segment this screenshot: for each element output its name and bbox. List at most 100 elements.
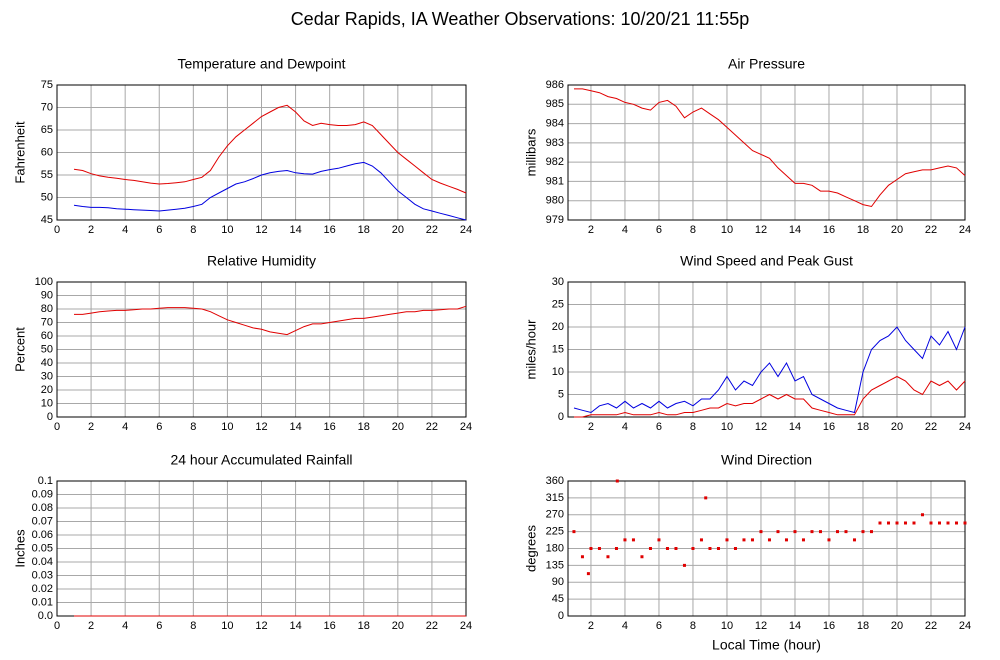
x-tick-label: 12 xyxy=(755,620,767,632)
x-tick-label: 18 xyxy=(857,224,869,236)
y-tick-label: 70 xyxy=(41,101,53,113)
x-tick-label: 18 xyxy=(857,620,869,632)
x-tick-label: 18 xyxy=(358,421,370,433)
x-tick-label: 16 xyxy=(324,224,336,236)
y-tick-label: 980 xyxy=(546,195,564,207)
x-tick-label: 6 xyxy=(156,224,162,236)
x-tick-label: 10 xyxy=(221,620,233,632)
y-tick-label: 50 xyxy=(41,343,53,355)
x-tick-label: 18 xyxy=(358,224,370,236)
plot-frame xyxy=(56,281,467,418)
x-tick-label: 12 xyxy=(755,421,767,433)
x-tick-label: 4 xyxy=(122,224,128,236)
point xyxy=(733,547,737,550)
x-tick-label: 24 xyxy=(460,224,472,236)
point xyxy=(793,530,797,534)
point xyxy=(912,521,916,525)
x-tick-label: 2 xyxy=(88,421,94,433)
point xyxy=(674,547,678,550)
x-tick-label: 2 xyxy=(88,224,94,236)
y-tick-label: 90 xyxy=(552,576,564,588)
y-tick-label: 100 xyxy=(35,276,53,288)
y-tick-label: 40 xyxy=(41,357,53,369)
x-tick-label: 2 xyxy=(88,620,94,632)
x-tick-label: 4 xyxy=(622,620,628,632)
x-tick-label: 8 xyxy=(690,620,696,632)
y-tick-label: 0.04 xyxy=(32,556,53,568)
x-tick-label: 14 xyxy=(289,224,301,236)
point xyxy=(810,530,814,534)
y-tick-label: 0.01 xyxy=(32,596,53,608)
plot-frame xyxy=(567,480,966,617)
point xyxy=(623,538,627,542)
point xyxy=(937,521,941,525)
point xyxy=(869,530,873,534)
y-tick-label: 10 xyxy=(41,397,53,409)
x-tick-label: 22 xyxy=(426,620,438,632)
y-tick-label: 90 xyxy=(41,289,53,301)
x-tick-label: 4 xyxy=(622,421,628,433)
y-tick-label: 60 xyxy=(41,146,53,158)
y-tick-label: 0.09 xyxy=(32,488,53,500)
x-tick-label: 0 xyxy=(54,224,60,236)
point xyxy=(844,530,848,534)
panel-title: Wind Speed and Peak Gust xyxy=(680,253,853,269)
x-tick-label: 18 xyxy=(857,421,869,433)
x-tick-label: 4 xyxy=(122,421,128,433)
y-axis-label: degrees xyxy=(523,525,538,572)
y-tick-label: 30 xyxy=(41,370,53,382)
page-title: Cedar Rapids, IA Weather Observations: 1… xyxy=(291,9,750,29)
x-tick-label: 14 xyxy=(789,224,801,236)
y-tick-label: 0 xyxy=(558,610,564,622)
point xyxy=(784,538,788,542)
point xyxy=(954,521,958,525)
x-tick-label: 14 xyxy=(289,620,301,632)
x-tick-label: 4 xyxy=(122,620,128,632)
y-tick-label: 20 xyxy=(552,321,564,333)
y-tick-label: 135 xyxy=(546,559,564,571)
x-tick-label: 20 xyxy=(392,224,404,236)
y-tick-label: 45 xyxy=(41,214,53,226)
point xyxy=(704,496,708,500)
panel-title: Relative Humidity xyxy=(207,253,316,269)
point xyxy=(963,521,967,525)
series-line xyxy=(73,161,467,221)
x-tick-label: 12 xyxy=(255,224,267,236)
y-tick-label: 30 xyxy=(552,276,564,288)
y-tick-label: 981 xyxy=(546,175,564,187)
point xyxy=(657,538,661,542)
x-tick-label: 16 xyxy=(823,421,835,433)
y-tick-label: 986 xyxy=(546,79,564,91)
x-tick-label: 12 xyxy=(255,421,267,433)
x-tick-label: 22 xyxy=(426,224,438,236)
x-tick-label: 8 xyxy=(690,224,696,236)
x-tick-label: 2 xyxy=(588,620,594,632)
point xyxy=(852,538,856,542)
point xyxy=(648,547,652,550)
x-tick-label: 6 xyxy=(656,620,662,632)
x-tick-label: 8 xyxy=(190,620,196,632)
point xyxy=(586,572,590,576)
x-tick-label: 2 xyxy=(588,421,594,433)
plot-frame xyxy=(56,84,467,221)
series-line xyxy=(573,326,966,414)
series-line xyxy=(574,375,966,418)
series-line xyxy=(574,88,966,208)
x-tick-label: 10 xyxy=(221,421,233,433)
x-tick-label: 20 xyxy=(891,421,903,433)
x-tick-label: 10 xyxy=(221,224,233,236)
plot-frame xyxy=(567,281,966,418)
y-tick-label: 0.02 xyxy=(32,583,53,595)
point xyxy=(801,538,805,542)
x-tick-label: 0 xyxy=(54,620,60,632)
x-tick-label: 22 xyxy=(426,421,438,433)
x-tick-label: 12 xyxy=(255,620,267,632)
x-tick-label: 24 xyxy=(959,620,971,632)
y-tick-label: 0 xyxy=(47,411,53,423)
y-tick-label: 25 xyxy=(552,298,564,310)
x-tick-label: 22 xyxy=(925,421,937,433)
x-tick-label: 14 xyxy=(289,421,301,433)
point xyxy=(861,530,865,534)
point xyxy=(699,538,703,542)
